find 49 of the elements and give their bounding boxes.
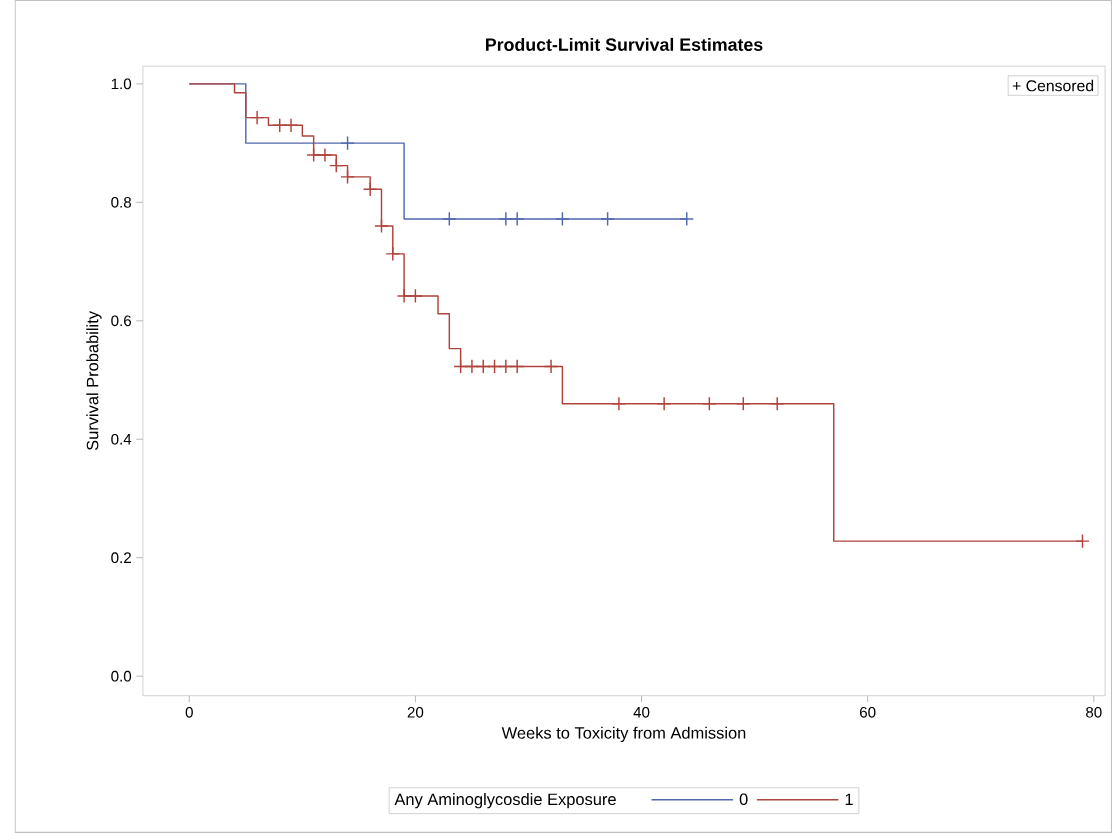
point bbox=[306, 147, 321, 163]
y-tick-label: 0.2 bbox=[111, 552, 131, 564]
y-tick-label: 0.6 bbox=[111, 315, 132, 327]
point bbox=[735, 396, 751, 412]
point bbox=[283, 118, 299, 133]
point bbox=[498, 211, 514, 227]
point bbox=[509, 211, 525, 227]
y-tick-label: 0.0 bbox=[111, 670, 132, 682]
point bbox=[498, 359, 514, 374]
point bbox=[475, 359, 491, 374]
point bbox=[1075, 533, 1090, 549]
point bbox=[408, 288, 423, 304]
x-tick-label: 0 bbox=[185, 706, 193, 718]
point bbox=[374, 218, 389, 234]
point bbox=[611, 396, 627, 412]
point bbox=[453, 359, 468, 374]
x-tick-label: 40 bbox=[633, 706, 650, 718]
point bbox=[442, 211, 457, 227]
y-axis-title: Survival Probability bbox=[86, 311, 102, 451]
point bbox=[340, 169, 355, 185]
y-tick-label: 0.8 bbox=[111, 197, 132, 208]
point bbox=[362, 182, 378, 197]
point bbox=[396, 288, 412, 304]
point bbox=[317, 147, 333, 163]
x-tick-label: 20 bbox=[407, 706, 424, 718]
point bbox=[328, 158, 344, 173]
point bbox=[385, 246, 401, 262]
legend-label: 0 bbox=[739, 793, 748, 806]
point bbox=[656, 396, 672, 412]
point bbox=[464, 359, 480, 374]
x-axis-title: Weeks to Toxicity from Admission bbox=[501, 726, 746, 743]
legend-title: Any Aminoglycosdie Exposure bbox=[394, 793, 616, 809]
legend-label: 1 bbox=[845, 793, 853, 805]
point bbox=[543, 359, 559, 374]
annotation: + Censored bbox=[1012, 79, 1094, 92]
point bbox=[487, 359, 502, 374]
point bbox=[555, 211, 570, 227]
point bbox=[769, 396, 785, 412]
x-tick-label: 60 bbox=[860, 706, 876, 718]
point bbox=[600, 211, 615, 227]
y-tick-label: 1.0 bbox=[111, 78, 132, 90]
y-tick-label: 0.4 bbox=[111, 433, 132, 445]
point bbox=[340, 135, 355, 151]
point bbox=[679, 211, 695, 227]
chart-title: Product-Limit Survival Estimates bbox=[486, 37, 763, 51]
point bbox=[509, 359, 525, 374]
point bbox=[702, 396, 717, 412]
x-tick-label: 80 bbox=[1086, 706, 1102, 718]
point bbox=[249, 110, 265, 125]
